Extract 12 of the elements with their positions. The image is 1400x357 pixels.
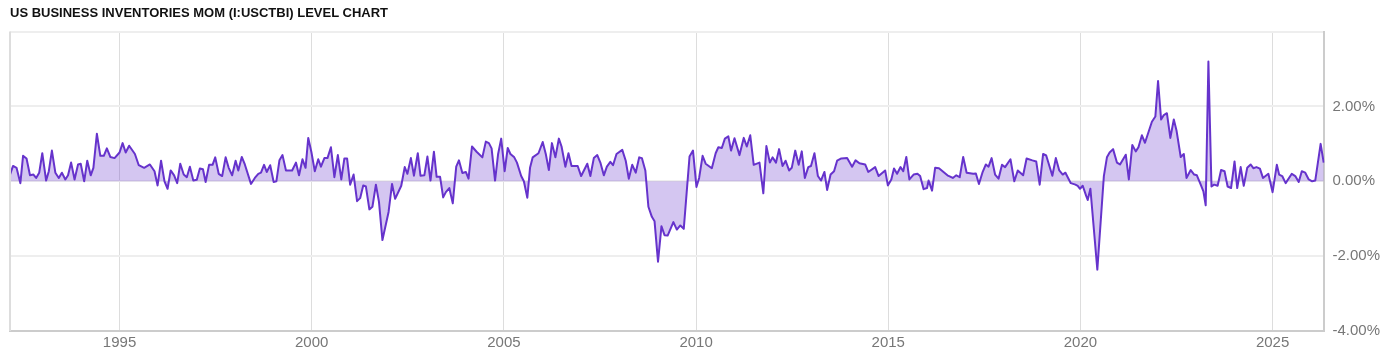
x-tick-label: 2000 bbox=[295, 333, 329, 351]
x-tick-label: 1995 bbox=[102, 333, 137, 351]
y-tick-label: -2.00% bbox=[1332, 246, 1380, 264]
x-tick-label: 2025 bbox=[1255, 333, 1290, 351]
y-tick-label: 0.00% bbox=[1332, 171, 1376, 189]
x-tick-label: 2020 bbox=[1063, 333, 1098, 351]
x-tick-label: 2015 bbox=[871, 333, 905, 351]
y-tick-label: 2.00% bbox=[1332, 96, 1376, 114]
x-tick-label: 2005 bbox=[487, 333, 521, 351]
x-tick-label: 2010 bbox=[679, 333, 713, 351]
y-tick-label: -4.00% bbox=[1332, 321, 1380, 339]
chart-title: US BUSINESS INVENTORIES MOM (I:USCTBI) LEVEL CHART bbox=[10, 5, 389, 21]
